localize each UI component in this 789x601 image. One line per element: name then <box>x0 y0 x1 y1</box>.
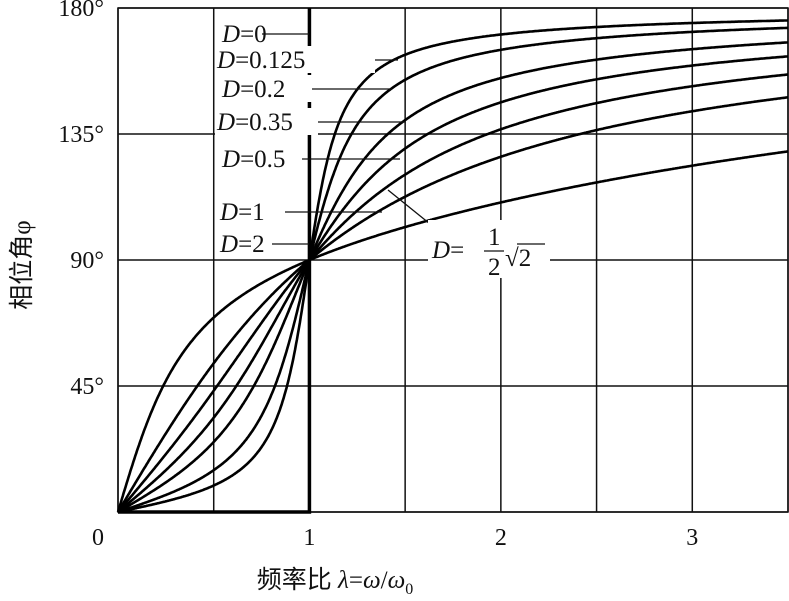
curve-label: D=1 <box>219 199 265 226</box>
y-tick-label: 180° <box>58 0 104 22</box>
label-bg <box>220 145 302 172</box>
curve-D=0.35 <box>117 41 789 514</box>
x-tick-label: 3 <box>686 525 698 551</box>
curve-D=0.2 <box>117 26 788 514</box>
fraction-numerator: 1 <box>488 224 501 251</box>
curve-D=0 <box>118 8 312 514</box>
x-axis-label: 频率比 λ=ω/ω0 <box>257 566 413 598</box>
curve-label: D=0.2 <box>221 76 285 103</box>
curve-label: D=0.35 <box>216 109 293 136</box>
y-axis-label: 相位角φ <box>8 220 36 309</box>
curve-D=0.5 <box>117 55 789 514</box>
x-tick-label: 2 <box>495 525 507 551</box>
curve-D=½√2 <box>117 73 789 513</box>
y-tick-label: 135° <box>58 122 104 148</box>
curve-label: D=0.125 <box>216 47 305 74</box>
curve-D=1 <box>116 96 789 513</box>
label-leaders <box>262 33 441 245</box>
curve-label: D= <box>431 237 464 264</box>
y-tick-label: 90° <box>70 248 104 274</box>
curve-label: D=0 <box>221 21 267 48</box>
label-bg <box>428 220 550 278</box>
y-tick-label: 45° <box>70 374 104 400</box>
curve-label: D=0.5 <box>221 146 285 173</box>
label-bg <box>215 108 318 135</box>
x-tick-label: 0 <box>92 525 104 551</box>
label-bg <box>218 230 272 257</box>
curve-D=0.125 <box>117 19 788 514</box>
plot-frame <box>117 7 789 513</box>
label-bg <box>215 46 375 73</box>
curve-D=2 <box>116 150 789 513</box>
tick-labels: 0 1 2 3 45° 90° 135° 180° <box>58 0 698 551</box>
label-bg <box>218 198 285 225</box>
sqrt-term: √2 <box>505 245 531 272</box>
label-bg <box>220 75 312 102</box>
curves <box>116 8 789 514</box>
label-bg <box>220 20 262 47</box>
curve-label: D=2 <box>219 231 265 258</box>
x-tick-label: 1 <box>303 525 315 551</box>
fraction-denominator: 2 <box>488 254 501 281</box>
